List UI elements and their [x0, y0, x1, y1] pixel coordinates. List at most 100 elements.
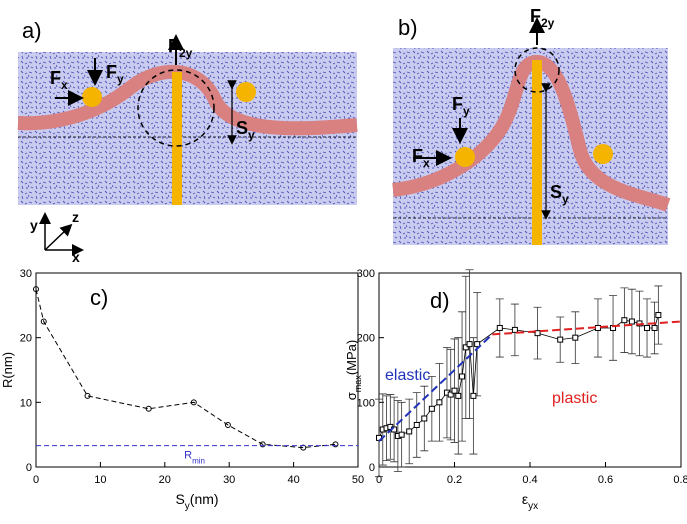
panel-a-image	[17, 34, 358, 205]
triad-label: y	[30, 217, 38, 233]
reference-label-sub: min	[192, 457, 205, 466]
triad-label: x	[72, 249, 80, 265]
force-label: Fx	[412, 146, 430, 170]
force-label-main: S	[236, 118, 248, 138]
force-label-sub: y	[562, 192, 569, 206]
data-point	[406, 428, 413, 435]
data-point	[466, 341, 473, 348]
data-point	[398, 431, 405, 438]
panel-label: b)	[398, 15, 418, 40]
reference-label: Rmin	[184, 450, 205, 466]
x-tick-label: 0.2	[447, 474, 462, 486]
y-tick-label: 30	[20, 268, 32, 280]
data-point	[470, 392, 477, 399]
data-point	[594, 324, 601, 331]
data-point	[455, 392, 462, 399]
y-axis-label: R(nm)	[0, 352, 15, 388]
x-tick-label: 0.4	[522, 474, 537, 486]
x-axis-label: εyx	[522, 491, 538, 512]
force-label-main: F	[530, 6, 541, 26]
data-point	[145, 405, 152, 412]
panel-label: a)	[22, 18, 42, 43]
data-point	[534, 330, 541, 337]
x-tick-label: 0	[33, 474, 39, 486]
force-label-main: F	[412, 146, 423, 166]
force-label: F2y	[168, 36, 193, 60]
data-point	[511, 326, 518, 333]
data-point	[644, 324, 651, 331]
triad-label: z	[72, 209, 79, 225]
force-label-main: F	[106, 62, 117, 82]
x-axis-label-suffix: (nm)	[190, 491, 219, 507]
data-point	[572, 334, 579, 341]
data-line	[35, 289, 336, 449]
y-tick-label: 0	[369, 462, 375, 474]
y-axis-label-sub: max	[353, 375, 363, 393]
x-tick-label: 30	[223, 474, 235, 486]
force-label: Fx	[50, 68, 68, 92]
panel-label: d)	[430, 288, 450, 313]
data-point	[40, 318, 47, 325]
y-tick-label: 0	[26, 462, 32, 474]
x-axis-label-main: ε	[522, 491, 528, 507]
data-point	[459, 373, 466, 380]
x-axis-label-sub: yx	[528, 501, 538, 512]
y-axis-label-main: σ	[344, 392, 359, 400]
force-label-sub: y	[117, 72, 124, 86]
force-label: F2y	[530, 6, 555, 30]
data-point	[33, 286, 39, 293]
fit-line	[492, 320, 682, 336]
data-point	[190, 399, 197, 406]
data-point	[451, 387, 458, 394]
x-axis-label-main: S	[175, 491, 184, 507]
plot-frame	[35, 272, 359, 468]
force-label: Fy	[452, 94, 470, 118]
fit-line	[378, 333, 493, 442]
panel-b-image	[392, 17, 671, 245]
data-point	[259, 441, 266, 448]
data-point	[413, 421, 420, 428]
reference-label-main: R	[184, 450, 192, 462]
data-point	[557, 336, 564, 343]
data-point	[621, 317, 628, 324]
force-label-sub: y	[463, 104, 470, 118]
force-label-main: F	[50, 68, 61, 88]
data-point	[628, 318, 635, 325]
force-label-main: F	[168, 36, 179, 56]
x-tick-label: 0.8	[673, 474, 687, 486]
force-label-sub: y	[248, 128, 255, 142]
x-tick-label: 50	[352, 474, 364, 486]
data-point	[474, 341, 481, 348]
fit-label: elastic	[385, 367, 430, 384]
y-tick-label: 10	[20, 397, 32, 409]
force-label-sub: 2y	[541, 16, 555, 30]
y-tick-label: 200	[357, 333, 375, 345]
x-axis-label-sub: y	[185, 501, 190, 512]
axes-triad	[39, 212, 84, 256]
force-label-sub: x	[423, 156, 430, 170]
data-point	[655, 312, 662, 319]
data-point	[436, 399, 443, 406]
x-axis-label: Sy(nm)	[175, 491, 218, 512]
y-tick-label: 300	[357, 268, 375, 280]
data-point	[300, 444, 307, 451]
data-point	[462, 344, 469, 351]
force-label-main: F	[452, 94, 463, 114]
force-label-main: S	[550, 182, 562, 202]
x-tick-label: 40	[287, 474, 299, 486]
y-tick-label: 100	[357, 397, 375, 409]
force-label: Sy	[550, 182, 569, 206]
data-point	[224, 421, 231, 428]
x-tick-label: 10	[94, 474, 106, 486]
force-label-sub: x	[61, 78, 68, 92]
data-point	[428, 405, 435, 412]
data-point	[447, 391, 454, 398]
data-point	[332, 441, 339, 448]
y-axis-label-suffix: (MPa)	[344, 340, 359, 375]
data-point	[496, 324, 503, 331]
x-tick-label: 0	[376, 474, 382, 486]
data-point	[651, 324, 658, 331]
panel-label: c)	[90, 285, 108, 310]
y-axis-label: σmax(MPa)	[344, 340, 363, 400]
